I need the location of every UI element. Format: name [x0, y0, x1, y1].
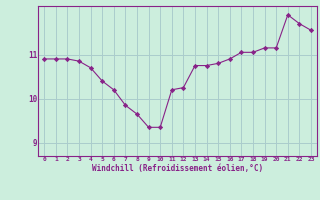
X-axis label: Windchill (Refroidissement éolien,°C): Windchill (Refroidissement éolien,°C) — [92, 164, 263, 173]
